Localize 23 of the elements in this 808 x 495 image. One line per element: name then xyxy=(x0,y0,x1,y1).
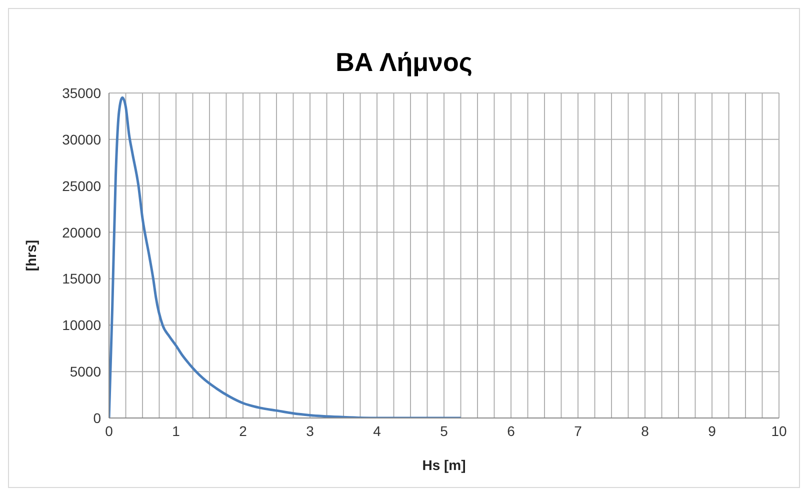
x-tick-label: 2 xyxy=(239,422,248,439)
y-tick-label: 30000 xyxy=(62,131,102,148)
x-tick-label: 7 xyxy=(574,422,582,439)
x-tick-label: 4 xyxy=(373,422,382,439)
x-tick-label: 6 xyxy=(507,422,516,439)
y-tick-label: 0 xyxy=(93,410,102,426)
x-axis-title: Hs [m] xyxy=(422,456,466,473)
y-tick-label: 15000 xyxy=(62,270,102,287)
y-axis-title: [hrs] xyxy=(22,240,39,272)
y-tick-label: 10000 xyxy=(62,317,102,334)
x-tick-label: 3 xyxy=(306,422,314,439)
x-tick-label: 9 xyxy=(708,422,716,439)
x-tick-label: 5 xyxy=(440,422,448,439)
y-tick-label: 35000 xyxy=(62,84,102,101)
y-tick-label: 25000 xyxy=(62,178,102,194)
x-tick-label: 10 xyxy=(771,422,787,439)
x-tick-label: 0 xyxy=(105,422,114,439)
y-tick-label: 20000 xyxy=(62,224,102,240)
y-tick-label: 5000 xyxy=(70,364,102,380)
chart-title: ΒΑ Λήμνος xyxy=(334,47,474,78)
x-tick-label: 8 xyxy=(641,422,650,439)
line-series xyxy=(109,96,462,418)
x-tick-label: 1 xyxy=(172,422,180,439)
